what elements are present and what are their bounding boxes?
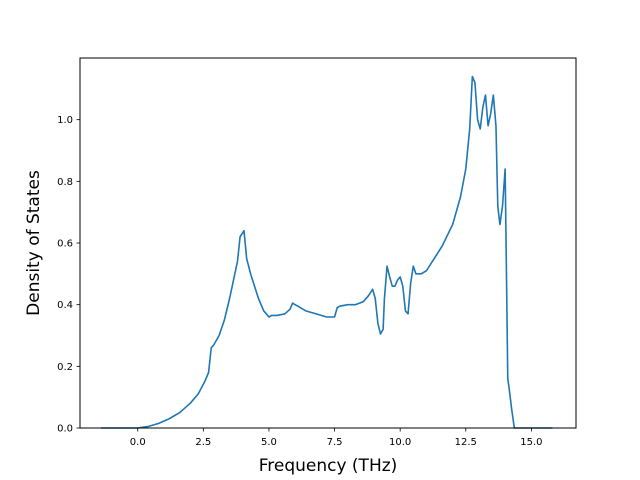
y-tick-label: 0.6: [57, 239, 73, 250]
y-tick-label: 0.8: [57, 177, 73, 188]
x-tick-label: 2.5: [195, 437, 211, 448]
plot-layer: [100, 75, 553, 429]
x-tick-label: 7.5: [327, 437, 343, 448]
x-tick-label: 10.0: [389, 437, 411, 448]
y-tick-label: 0.2: [57, 362, 73, 373]
tick-layer: 0.0 2.5 5.0 7.5 10.0 12.5 15.0 0.0 0.2 0.4 0.6 0.8 1…: [57, 115, 542, 448]
x-tick-label: 0.0: [130, 437, 146, 448]
x-tick-label: 15.0: [520, 437, 542, 448]
plot-frame: [79, 57, 577, 429]
y-tick-label: 0.0: [57, 424, 73, 435]
y-tick-label: 0.4: [57, 300, 73, 311]
x-axis-label: Frequency (THz): [259, 456, 398, 476]
x-tick-label: 5.0: [261, 437, 277, 448]
y-axis-label: Density of States: [24, 170, 44, 316]
y-tick-label: 1.0: [57, 115, 73, 126]
x-tick-label: 12.5: [455, 437, 477, 448]
dos-series-line-0: [100, 75, 553, 429]
